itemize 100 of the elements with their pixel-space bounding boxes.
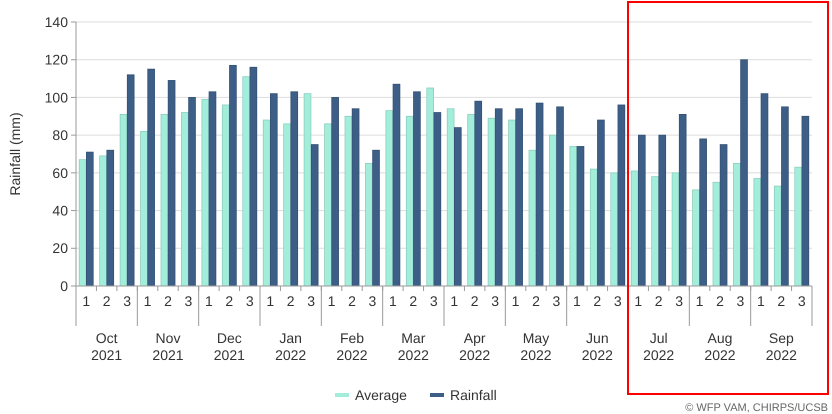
bar [120, 114, 128, 286]
x-tick-label: 2 [716, 293, 724, 309]
bar [515, 108, 523, 286]
bar [181, 112, 189, 286]
x-tick-label: 3 [123, 293, 132, 309]
bar [304, 93, 312, 286]
bar [781, 106, 789, 286]
legend-label: Average [355, 386, 408, 403]
y-tick-label: 0 [60, 278, 68, 294]
bar [802, 116, 810, 286]
x-tick-label: 1 [204, 293, 213, 309]
bar [672, 172, 680, 286]
bar [699, 138, 707, 286]
bar [692, 189, 700, 286]
bar [434, 112, 442, 286]
y-tick-label: 120 [44, 52, 68, 68]
bar [250, 66, 258, 286]
x-tick-label: 2 [470, 293, 479, 309]
x-tick-label: 1 [696, 293, 704, 309]
bar [618, 104, 626, 286]
bar [569, 146, 578, 286]
bar [229, 64, 237, 286]
bar [242, 76, 250, 286]
bar [208, 91, 216, 286]
x-tick-label: 3 [736, 293, 745, 309]
text: Jun 2022 [582, 330, 614, 363]
text: Jan 2022 [275, 330, 306, 363]
bar [474, 100, 482, 286]
bar [324, 123, 332, 286]
x-tick-label: 3 [675, 293, 684, 309]
x-tick-label: 1 [450, 293, 458, 309]
bar [536, 102, 544, 286]
bar [140, 130, 148, 286]
x-tick-label: 1 [512, 293, 520, 309]
x-tick-label: 1 [572, 293, 581, 309]
bar [126, 74, 135, 286]
bar [576, 146, 584, 286]
bar [160, 114, 168, 286]
x-tick-label: 1 [82, 293, 90, 309]
y-tick-label: 100 [44, 89, 68, 106]
x-tick-label: 2 [164, 293, 172, 309]
bar [426, 88, 434, 286]
bar [365, 163, 373, 286]
text: Jul 2022 [643, 330, 674, 363]
bar [454, 127, 462, 286]
bar [147, 68, 155, 286]
x-tick-label: 3 [614, 293, 622, 309]
x-tick-label: 1 [756, 293, 765, 309]
bar [740, 59, 748, 286]
bar [78, 159, 86, 286]
bar [590, 168, 598, 286]
bar [488, 118, 496, 286]
bar [222, 104, 230, 286]
bar [556, 106, 564, 286]
bar [794, 166, 802, 286]
x-tick-label: 2 [777, 293, 786, 309]
bar [678, 114, 687, 286]
bar [658, 134, 666, 286]
bar [283, 123, 291, 286]
bar [385, 110, 394, 286]
x-tick-label: 1 [388, 293, 397, 309]
legend-label: Rainfall [450, 386, 497, 403]
x-tick-label: 1 [266, 293, 274, 309]
bar [310, 144, 319, 286]
y-tick-label: 40 [52, 202, 68, 218]
x-tick-label: 2 [225, 293, 234, 309]
x-tick-label: 2 [532, 293, 540, 309]
bar [610, 172, 618, 286]
x-tick-label: 2 [409, 293, 418, 309]
bar [392, 84, 400, 286]
bar [106, 150, 114, 286]
bar [270, 93, 278, 286]
bar [352, 108, 360, 286]
x-tick-label: 3 [307, 293, 316, 309]
bar [774, 186, 782, 286]
bar [651, 176, 659, 286]
x-tick-label: 1 [144, 293, 152, 309]
text: Dec 2021 [214, 330, 246, 363]
text: Sep 2022 [766, 330, 798, 363]
x-tick-label: 3 [491, 293, 500, 309]
bar [188, 97, 196, 286]
bar [733, 163, 741, 286]
text: Apr 2022 [459, 330, 490, 363]
text: May 2022 [520, 330, 552, 363]
bar [413, 91, 421, 286]
bar [712, 182, 720, 286]
x-tick-label: 3 [246, 293, 254, 309]
text: Oct 2021 [91, 330, 122, 363]
bar [201, 98, 210, 286]
x-tick-label: 3 [552, 293, 561, 309]
bar [372, 150, 380, 286]
x-tick-label: 3 [184, 293, 193, 309]
y-tick-label: 80 [52, 127, 68, 144]
x-tick-label: 3 [430, 293, 438, 309]
bar [630, 170, 638, 286]
bar [638, 134, 646, 286]
bar [99, 155, 107, 286]
text: Feb 2022 [336, 330, 368, 363]
bar [290, 91, 298, 286]
y-tick-label: 140 [44, 14, 68, 30]
